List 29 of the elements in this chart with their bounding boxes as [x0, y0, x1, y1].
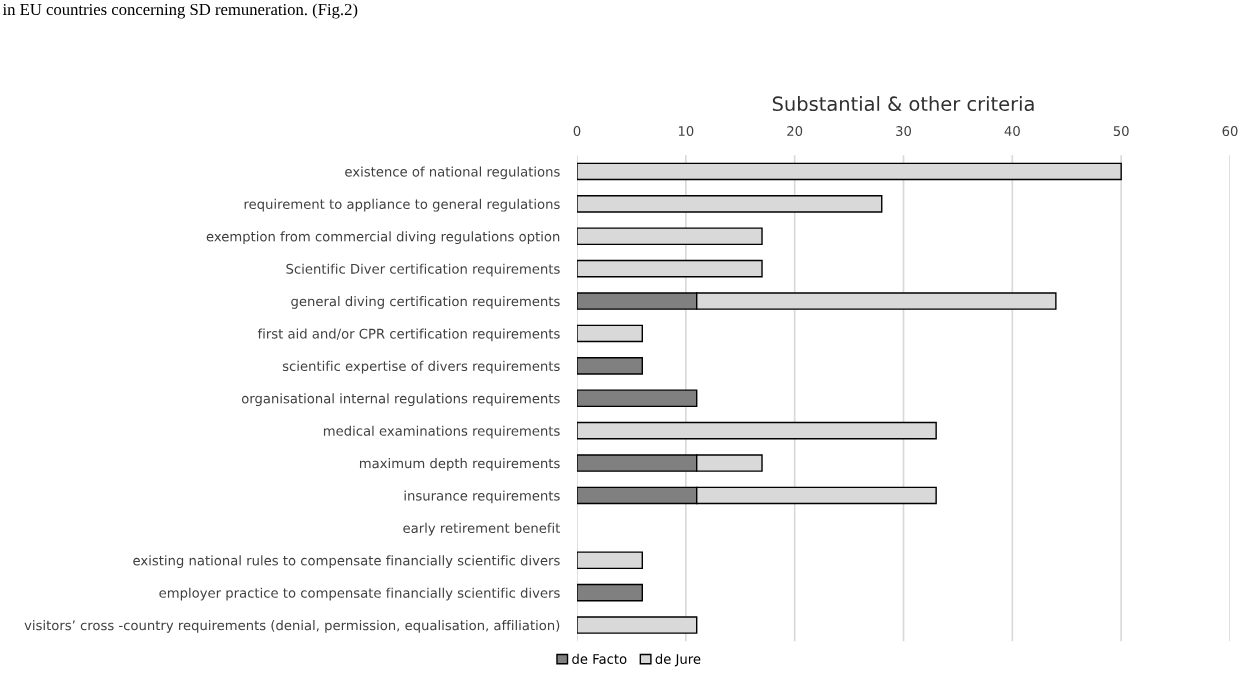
y-tick-label: existing national rules to compensate financially scientific divers	[133, 555, 560, 569]
y-tick-label: organisational internal regulations requirements	[241, 393, 560, 407]
y-tick-label: maximum depth requirements	[359, 458, 560, 471]
y-tick-label: insurance requirements	[404, 490, 560, 504]
y-tick-label: medical examinations requirements	[323, 425, 560, 439]
y-tick-label: employer practice to compensate financially scientific divers	[159, 587, 560, 601]
y-tick-label: Scientific Diver certification requirements	[286, 263, 560, 277]
legend-label: de Facto	[572, 653, 627, 664]
x-tick-label: 30	[896, 126, 912, 137]
text: in EU countries concerning SD remuneration. (Fig.2)	[2, 3, 358, 19]
y-tick-label: existence of national regulations	[345, 166, 560, 180]
chart-title: Substantial & other criteria	[772, 96, 1034, 112]
x-tick-label: 10	[678, 126, 694, 137]
legend-label: de Jure	[655, 653, 701, 667]
bar	[577, 583, 643, 602]
x-tick-label: 60	[1222, 126, 1238, 137]
x-tick-label: 20	[787, 126, 803, 137]
y-tick-label: scientific expertise of divers requirements	[282, 360, 560, 374]
y-tick-label: early retirement benefit	[403, 522, 561, 536]
y-tick-label: general diving certification requirements	[291, 296, 560, 309]
x-tick-label: 50	[1113, 126, 1129, 137]
bar	[577, 357, 643, 375]
bar	[577, 389, 698, 408]
x-tick-label: 0	[573, 126, 581, 137]
x-tick-label: 40	[1004, 126, 1020, 137]
y-tick-label: requirement to appliance to general regulations	[244, 198, 560, 212]
y-tick-label: visitors’ cross -country requirements (denial, permission, equalisation, affiliation)	[24, 620, 560, 633]
y-tick-label: first aid and/or CPR certification requirements	[257, 328, 560, 342]
y-tick-label: exemption from commercial diving regulations option	[206, 231, 560, 245]
